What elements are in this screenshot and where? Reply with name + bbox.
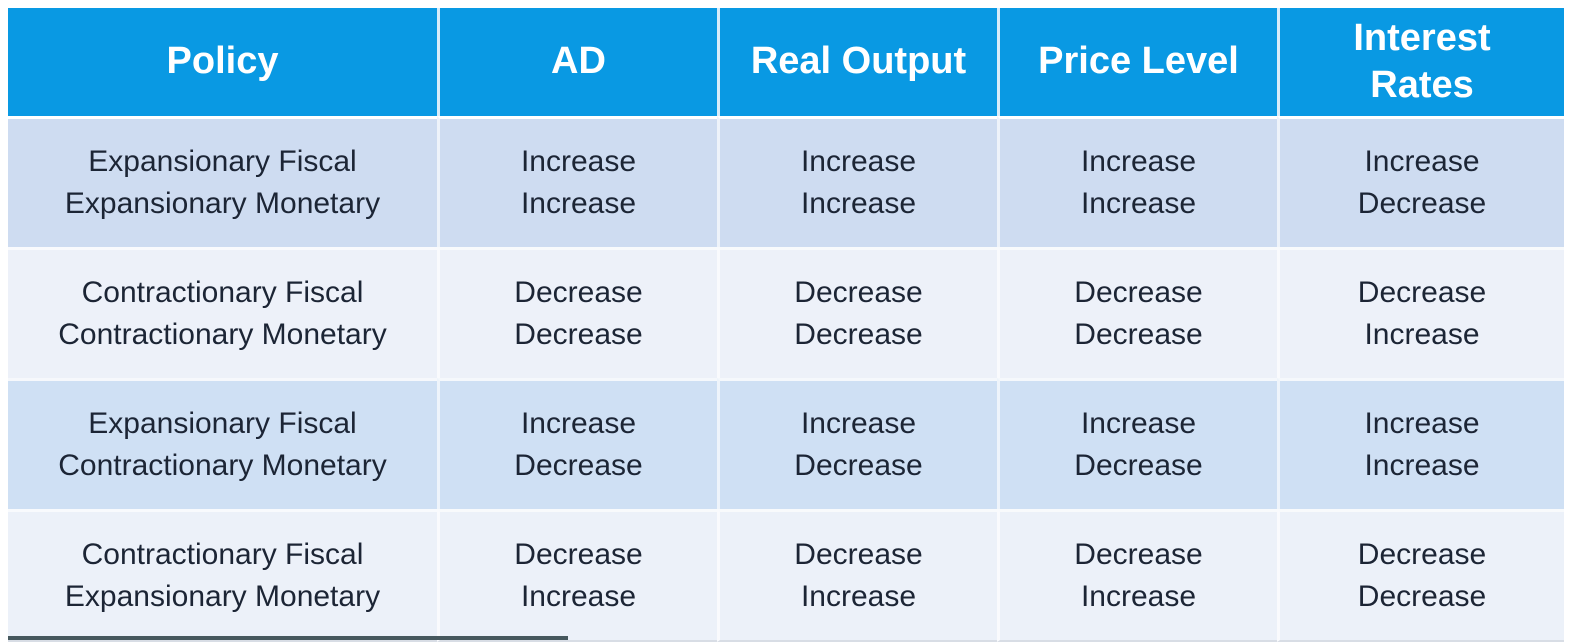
cell-line: Increase xyxy=(800,187,917,220)
cell-line: Decrease xyxy=(1074,449,1203,482)
cell-line: Decrease xyxy=(1357,187,1487,220)
real-output-cell: Increase Decrease xyxy=(717,378,997,509)
cell-line: Expansionary Fiscal xyxy=(88,407,357,440)
cell-line: Decrease xyxy=(794,276,923,309)
col-header-interest-rates-label: Interest Rates xyxy=(1353,16,1491,107)
table-row-expansionary-expansionary: Expansionary Fiscal Expansionary Monetar… xyxy=(8,116,1564,247)
cell-line: Decrease xyxy=(1074,276,1203,309)
cell-line: Increase xyxy=(1364,318,1480,351)
cell-line: Contractionary Fiscal xyxy=(81,276,364,309)
cell-line: Increase xyxy=(1080,145,1197,178)
cell-line: Expansionary Fiscal xyxy=(88,145,357,178)
interest-rates-cell: Decrease Increase xyxy=(1277,247,1564,378)
table-row-contractionary-contractionary: Contractionary Fiscal Contractionary Mon… xyxy=(8,247,1564,378)
cell-line: Increase xyxy=(1080,580,1197,613)
real-output-cell: Decrease Decrease xyxy=(717,247,997,378)
ad-cell: Increase Increase xyxy=(437,116,717,247)
cell-line: Contractionary Monetary xyxy=(58,318,387,351)
policy-cell: Expansionary Fiscal Contractionary Monet… xyxy=(8,378,437,509)
policy-cell: Contractionary Fiscal Expansionary Monet… xyxy=(8,509,437,642)
cell-line: Increase xyxy=(520,580,637,613)
cell-line: Decrease xyxy=(1074,318,1203,351)
price-level-cell: Increase Increase xyxy=(997,116,1277,247)
cell-line: Increase xyxy=(1364,145,1480,178)
col-header-real-output-label: Real Output xyxy=(750,40,967,83)
cell-line: Decrease xyxy=(514,276,643,309)
col-header-interest-rates: Interest Rates xyxy=(1277,8,1564,116)
cell-line: Increase xyxy=(520,145,637,178)
real-output-cell: Increase Increase xyxy=(717,116,997,247)
cell-line: Expansionary Monetary xyxy=(64,187,381,220)
policy-effects-table: Policy AD Real Output Price Level Intere… xyxy=(8,8,1564,642)
cell-line: Increase xyxy=(1080,187,1197,220)
cell-line: Increase xyxy=(1364,407,1480,440)
col-header-real-output: Real Output xyxy=(717,8,997,116)
ad-cell: Increase Decrease xyxy=(437,378,717,509)
cell-line: Decrease xyxy=(1074,538,1203,571)
price-level-cell: Decrease Increase xyxy=(997,509,1277,642)
real-output-cell: Decrease Increase xyxy=(717,509,997,642)
price-level-cell: Increase Decrease xyxy=(997,378,1277,509)
ad-cell: Decrease Increase xyxy=(437,509,717,642)
cell-line: Expansionary Monetary xyxy=(64,580,381,613)
cell-line: Increase xyxy=(800,580,917,613)
cropped-element-edge xyxy=(8,636,568,640)
cell-line: Decrease xyxy=(794,538,923,571)
cell-line: Increase xyxy=(800,145,917,178)
price-level-cell: Decrease Decrease xyxy=(997,247,1277,378)
interest-rates-cell: Increase Increase xyxy=(1277,378,1564,509)
cell-line: Decrease xyxy=(794,449,923,482)
interest-rates-cell: Increase Decrease xyxy=(1277,116,1564,247)
cell-line: Increase xyxy=(800,407,917,440)
col-header-price-level-label: Price Level xyxy=(1038,40,1239,83)
cell-line: Decrease xyxy=(1357,276,1487,309)
policy-cell: Contractionary Fiscal Contractionary Mon… xyxy=(8,247,437,378)
cell-line: Increase xyxy=(1364,449,1480,482)
ad-cell: Decrease Decrease xyxy=(437,247,717,378)
cell-line: Contractionary Fiscal xyxy=(81,538,364,571)
col-header-policy-label: Policy xyxy=(166,40,279,83)
interest-rates-cell: Decrease Decrease xyxy=(1277,509,1564,642)
col-header-ad-label: AD xyxy=(551,40,606,83)
col-header-policy: Policy xyxy=(8,8,437,116)
policy-cell: Expansionary Fiscal Expansionary Monetar… xyxy=(8,116,437,247)
header-row: Policy AD Real Output Price Level Intere… xyxy=(8,8,1564,116)
cell-line: Increase xyxy=(520,407,637,440)
cell-line: Decrease xyxy=(514,538,643,571)
cell-line: Increase xyxy=(1080,407,1197,440)
table-row-expansionary-contractionary: Expansionary Fiscal Contractionary Monet… xyxy=(8,378,1564,509)
cell-line: Decrease xyxy=(514,318,643,351)
cell-line: Decrease xyxy=(1357,538,1487,571)
table-row-contractionary-expansionary: Contractionary Fiscal Expansionary Monet… xyxy=(8,509,1564,642)
cell-line: Decrease xyxy=(1357,580,1487,613)
cell-line: Decrease xyxy=(514,449,643,482)
col-header-ad: AD xyxy=(437,8,717,116)
cell-line: Increase xyxy=(520,187,637,220)
col-header-price-level: Price Level xyxy=(997,8,1277,116)
cell-line: Decrease xyxy=(794,318,923,351)
cell-line: Contractionary Monetary xyxy=(58,449,387,482)
